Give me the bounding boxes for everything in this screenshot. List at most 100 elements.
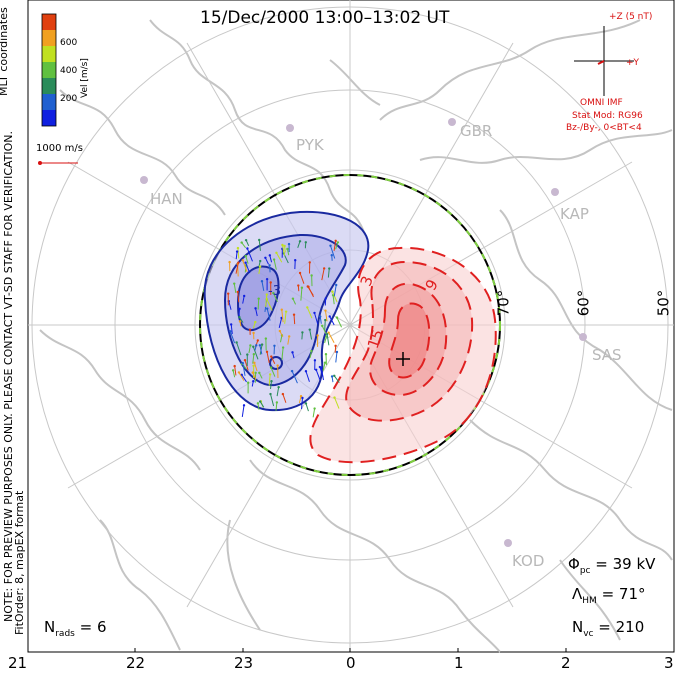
vector-line (259, 401, 265, 408)
velocity-vectors (227, 238, 342, 418)
vector-line (321, 268, 325, 281)
phi-value: = 39 kV (595, 555, 656, 573)
vector-origin (335, 350, 339, 354)
vector-origin (264, 337, 268, 340)
vector-line (319, 316, 322, 324)
colorbar-frame (41, 13, 57, 127)
vector-line (333, 284, 337, 297)
vector-line (230, 324, 233, 334)
vector-line (241, 242, 247, 249)
nrads-value: = 6 (79, 618, 107, 636)
site-pyk: PYK (296, 136, 324, 154)
vector-line (292, 298, 297, 305)
nvc-value: = 210 (598, 618, 645, 636)
vector-line (259, 345, 263, 355)
vector-line (238, 372, 245, 381)
vector-line (261, 281, 265, 291)
mlt-label-22: 22 (126, 654, 146, 672)
colorbar-segment (42, 14, 56, 30)
vector-origin (283, 244, 286, 248)
vector-line (237, 291, 240, 303)
vector-line (291, 370, 298, 384)
heppner-maynard-boundary-dash (199, 174, 501, 476)
vector-line (266, 351, 270, 363)
vector-line (293, 314, 296, 325)
vector-line (306, 307, 313, 319)
lambda-value: = 71° (601, 585, 646, 603)
vector-line (331, 291, 338, 303)
vector-line (242, 362, 246, 376)
vector-origin (292, 313, 296, 316)
vector-line (324, 310, 328, 322)
vector-line (233, 283, 237, 293)
vector-origin (265, 293, 268, 296)
vector-line (258, 266, 261, 274)
mlt-label-1: 1 (454, 654, 464, 672)
vector-line (246, 248, 253, 262)
vector-line (273, 259, 277, 270)
vector-line (331, 376, 334, 383)
vector-line (278, 317, 283, 329)
vector-line (254, 345, 257, 351)
vector-line (237, 248, 240, 259)
vector-origin (258, 238, 261, 242)
vector-line (329, 316, 335, 326)
vector-line (253, 362, 258, 372)
vector-origin (228, 260, 231, 264)
mlt-label-3: 3 (664, 654, 674, 672)
vector-line (258, 372, 263, 379)
vector-line (244, 360, 249, 371)
vector-line (257, 298, 260, 310)
colorbar-segment (42, 46, 56, 62)
mlt-label-0: 0 (346, 654, 356, 672)
vector-line (228, 301, 232, 310)
vector-line (305, 371, 310, 382)
radar-site-markers (140, 118, 587, 547)
lambda-sub: HM (582, 596, 597, 606)
phi-sub: pc (579, 566, 591, 576)
vector-line (276, 387, 280, 397)
vector-line (241, 405, 245, 417)
vector-line (232, 370, 236, 378)
vector-line (324, 319, 326, 330)
vector-origin (325, 333, 329, 336)
vector-line (322, 362, 326, 371)
imf-stat-mod: Stat Mod: RG96 (572, 111, 643, 121)
vector-line (245, 239, 250, 247)
lambda-hm-stat: ΛHM = 71° (572, 585, 646, 606)
vector-line (238, 316, 244, 323)
vector-line (275, 252, 283, 263)
vector-line (327, 268, 330, 278)
vector-line (266, 298, 273, 311)
vector-line (252, 354, 255, 364)
vector-line (297, 241, 301, 248)
vector-line (309, 329, 313, 340)
site-gbr: GBR (460, 122, 493, 140)
nrads-symbol: N (44, 618, 56, 636)
vector-line (245, 255, 249, 264)
vector-line (333, 240, 337, 252)
vector-line (279, 335, 283, 343)
vector-line (229, 331, 236, 344)
latitude-label-50: 50° (654, 289, 673, 317)
vector-origin (280, 308, 283, 311)
vector-line (265, 294, 268, 307)
vector-line (284, 245, 286, 253)
coords-label: MLT coordinates (0, 7, 10, 96)
vector-line (270, 367, 276, 377)
imf-clock (574, 26, 634, 96)
vector-line (301, 332, 303, 340)
latitude-label-60: 60° (574, 289, 593, 317)
vector-line (239, 321, 242, 327)
vector-origin (275, 401, 279, 404)
vector-origin (297, 284, 300, 287)
vector-origin (242, 404, 246, 407)
phi-pc-stat: Φpc = 39 kV (568, 555, 655, 576)
vector-line (324, 336, 327, 344)
vector-origin (324, 309, 327, 312)
vector-origin (269, 281, 272, 284)
vector-line (252, 321, 256, 329)
vector-line (275, 402, 278, 411)
vector-line (284, 311, 287, 324)
